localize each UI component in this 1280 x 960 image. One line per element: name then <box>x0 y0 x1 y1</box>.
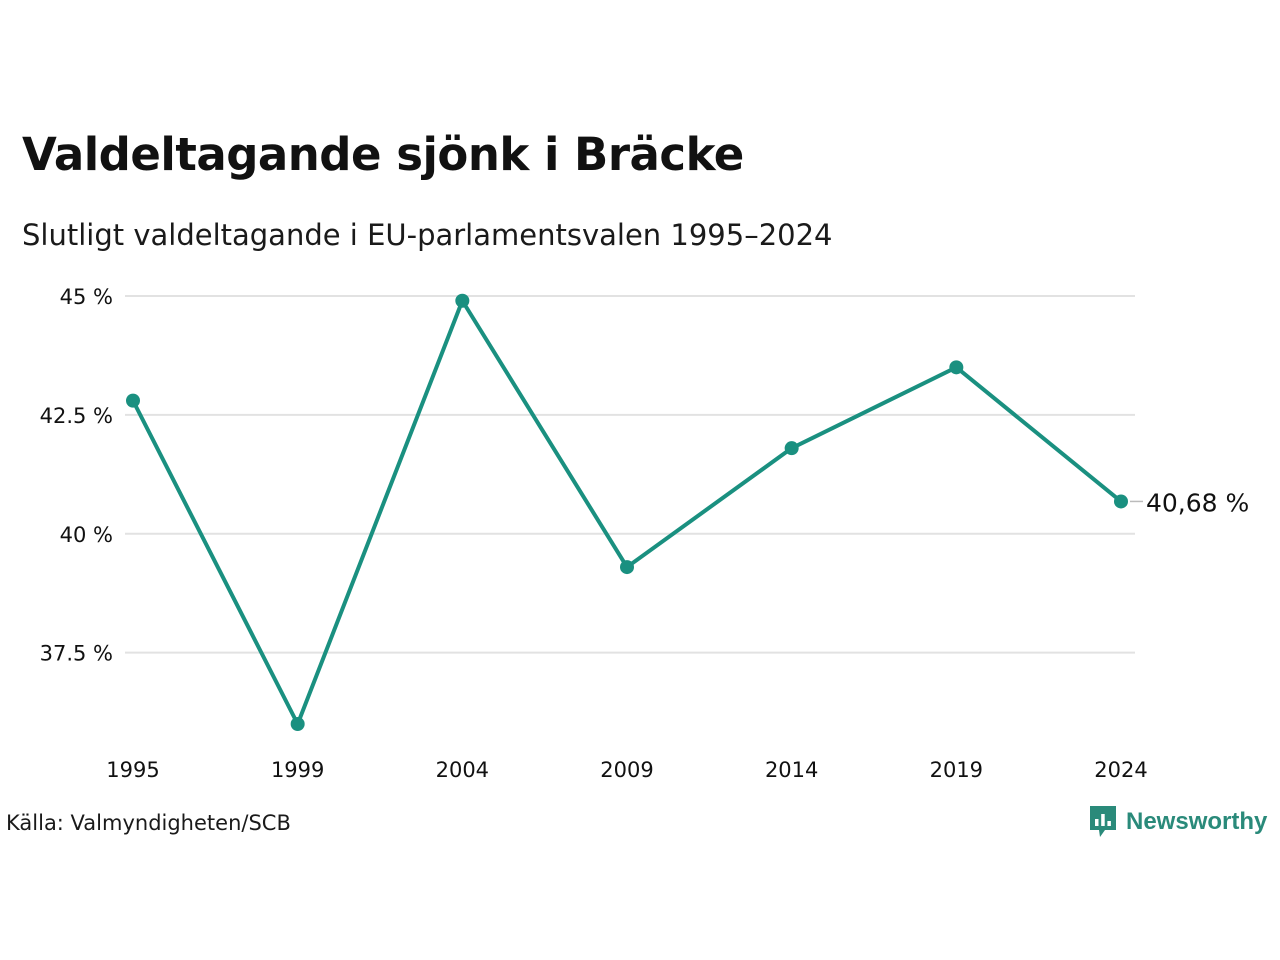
data-point[interactable] <box>1114 494 1128 509</box>
brand-logo[interactable]: Newsworthy <box>1088 804 1267 840</box>
data-point[interactable] <box>290 717 305 731</box>
x-tick-label: 1995 <box>106 758 159 782</box>
x-tick-label: 2009 <box>600 758 653 782</box>
data-point[interactable] <box>620 560 634 575</box>
x-tick-label: 1999 <box>271 758 324 782</box>
data-point[interactable] <box>126 393 140 408</box>
y-tick-label: 37.5 % <box>40 642 113 666</box>
x-tick-label: 2024 <box>1094 758 1147 782</box>
data-point[interactable] <box>455 293 470 308</box>
data-point[interactable] <box>949 360 964 375</box>
gridlines <box>125 295 1135 654</box>
newsworthy-logo-icon <box>1090 806 1116 837</box>
y-tick-label: 40 % <box>60 523 113 547</box>
y-axis-labels: 37.5 % 40 % 42.5 % 45 % <box>40 285 113 666</box>
y-tick-label: 45 % <box>60 285 113 309</box>
chart-title: Valdeltagande sjönk i Bräcke <box>22 128 744 181</box>
end-annotation: 40,68 % <box>1130 488 1249 517</box>
series-line <box>131 298 1123 726</box>
series-line-group <box>131 298 1123 726</box>
data-point[interactable] <box>784 441 799 456</box>
x-tick-label: 2004 <box>436 758 489 782</box>
x-axis-labels: 1995 1999 2004 2009 2014 2019 2024 <box>106 758 1147 782</box>
data-points <box>126 293 1128 731</box>
x-tick-label: 2014 <box>765 758 818 782</box>
source-note: Källa: Valmyndigheten/SCB <box>6 811 291 835</box>
x-tick-label: 2019 <box>930 758 983 782</box>
y-tick-label: 42.5 % <box>40 404 113 428</box>
chart-subtitle: Slutligt valdeltagande i EU-parlamentsva… <box>22 218 833 252</box>
brand-name: Newsworthy <box>1126 808 1268 835</box>
end-value-label: 40,68 % <box>1146 488 1249 517</box>
